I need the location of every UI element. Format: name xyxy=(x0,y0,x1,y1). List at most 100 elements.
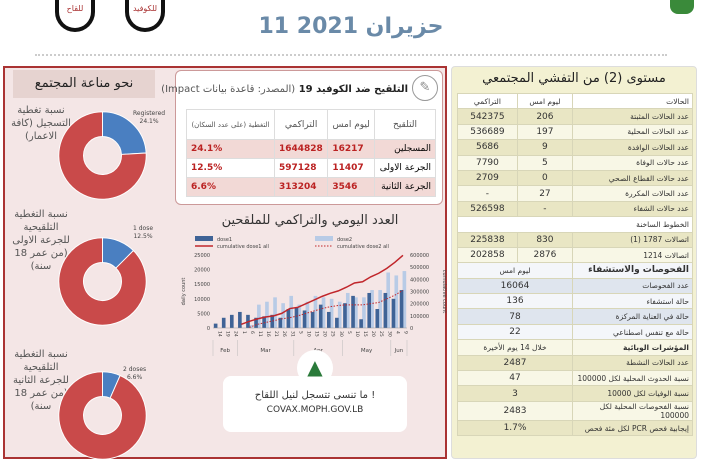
bar-dose1 xyxy=(318,304,323,328)
y2-tick-label: 300000 xyxy=(410,290,429,296)
bar-dose1 xyxy=(221,317,226,328)
bar-dose1 xyxy=(286,309,291,328)
donut-label: نسبة تغطية التسجيل (كافة الاعمار) xyxy=(11,105,71,142)
y2-tick-label: 100000 xyxy=(410,314,429,320)
bar-dose1 xyxy=(262,316,266,328)
vaccination-table: التلقيح ليوم امس التراكمي التغطية (على عدد … xyxy=(186,109,436,197)
y-tick-label: 0 xyxy=(207,326,210,332)
table-row: عدد حالات الوفاة 5 7790 xyxy=(457,154,693,171)
x-tick-label: 24 xyxy=(233,331,239,337)
bar-dose1 xyxy=(391,298,396,328)
vaccination-chart: dose1 dose2 cumulative dose1 all cumulative… xyxy=(181,236,447,356)
month-label: May xyxy=(361,348,373,354)
legend-label-cum2: cumulative dose2 all xyxy=(337,244,389,250)
donut-slice-label: 1 dose 12.5% xyxy=(133,225,154,240)
covax-url[interactable]: COVAX.MOPH.GOV.LB xyxy=(266,405,364,415)
y-tick-label: 15000 xyxy=(194,282,210,288)
x-tick-label: 26 xyxy=(281,331,287,337)
x-tick-label: 15 xyxy=(314,331,320,337)
chart-title: العدد اليومي والتراكمي للملقحين xyxy=(221,213,399,228)
bar-dose1 xyxy=(326,311,331,328)
legend-label-dose1: dose1 xyxy=(217,237,232,243)
x-tick-label: 10 xyxy=(305,331,311,337)
bar-dose2 xyxy=(321,297,326,328)
outbreak-panel: مستوى (2) من التفشي المجتمعي الحالات ليوم… xyxy=(451,66,697,459)
donut-label: نسبة التغطية التلقيحية للجرعة الثانية (م… xyxy=(13,349,69,412)
bar-dose1 xyxy=(375,309,380,328)
covax-banner[interactable]: ▲ ما تنسى تتسجل لنيل اللقاح ! COVAX.MOPH… xyxy=(223,350,407,432)
legend-label-cum1: cumulative dose1 all xyxy=(217,244,269,250)
bar-dose2 xyxy=(313,295,318,328)
report-date: 11 حزيران 2021 xyxy=(258,14,444,39)
bubble-label: للكوفيد xyxy=(132,4,158,13)
x-tick-label: 5 xyxy=(346,331,352,334)
bar-dose1 xyxy=(399,290,404,328)
bar-dose2 xyxy=(281,303,285,328)
table-row: عدد الحالات المثبتة 206 542375 xyxy=(457,108,693,125)
bar-dose2 xyxy=(329,298,334,328)
x-tick-label: 6 xyxy=(249,331,255,334)
bubble-label: للقاح xyxy=(66,4,84,13)
y2-tick-label: 500000 xyxy=(410,265,429,271)
month-label: Mar xyxy=(260,348,271,354)
x-tick-label: 21 xyxy=(273,331,279,337)
bar-dose1 xyxy=(351,295,355,328)
table-row: نسبة الوفيات لكل 10000 3 xyxy=(457,385,693,402)
bar-dose2 xyxy=(362,297,366,328)
donut-slice-covered xyxy=(102,111,147,155)
table-row: عدد الحالات النشطة 2487 xyxy=(457,354,693,372)
table-row: عدد الفحوصات 16064 xyxy=(457,277,693,295)
y2-axis-label: cumulative count xyxy=(441,270,447,314)
bar-dose2 xyxy=(370,290,374,328)
y2-tick-label: 0 xyxy=(410,326,413,332)
y2-tick-label: 600000 xyxy=(410,253,429,259)
covid-counter-bubble: للكوفيد xyxy=(125,0,165,32)
bar-dose1 xyxy=(383,292,388,328)
bar-dose1 xyxy=(254,317,258,328)
bar-dose2 xyxy=(378,290,382,328)
outbreak-title: مستوى (2) من التفشي المجتمعي xyxy=(482,71,666,86)
y2-tick-label: 200000 xyxy=(410,302,429,308)
bar-dose2 xyxy=(337,301,342,328)
donut-slice-remaining xyxy=(58,371,147,460)
bar-dose2 xyxy=(402,271,407,328)
second-dose-donut xyxy=(58,371,147,460)
y-tick-label: 5000 xyxy=(197,311,210,317)
donut-slice-label: Registered 24.1% xyxy=(133,110,166,125)
donut-slice-label: 2 doses 6.6% xyxy=(123,366,147,381)
legend-label-dose2: dose2 xyxy=(337,237,352,243)
table-row: نسبة الفحوصات المحلية لكل 100000 2483 xyxy=(457,400,693,421)
vaccination-summary-box: ✎ التلقيح ضد الكوفيد 19 (المصدر: قاعدة ب… xyxy=(161,70,443,205)
section-header: الفحوصات والاستشفاء ليوم امس xyxy=(457,262,693,279)
herd-immunity-title: نحو مناعة المجتمع xyxy=(13,70,155,98)
donut-slice-remaining xyxy=(58,237,147,326)
x-tick-label: 16 xyxy=(265,331,271,337)
bar-dose1 xyxy=(302,310,307,328)
bar-dose1 xyxy=(270,314,275,328)
cedar-icon: ▲ xyxy=(297,350,333,386)
x-tick-label: 19 xyxy=(225,331,231,337)
x-tick-label: 9 xyxy=(402,331,408,334)
vaccination-title: التلقيح ضد الكوفيد 19 (المصدر: قاعدة بيا… xyxy=(161,84,408,95)
x-tick-label: 25 xyxy=(378,331,384,337)
line-cumulative-dose1 xyxy=(241,254,404,326)
donut-slice-remaining xyxy=(58,111,147,200)
x-tick-label: 15 xyxy=(362,331,368,337)
table-row: عدد حالات الشفاء -526598 xyxy=(457,200,693,218)
table-row: حالة في العناية المركزة 78 xyxy=(457,308,693,325)
x-tick-label: 20 xyxy=(322,331,328,337)
x-tick-label: 14 xyxy=(217,331,223,337)
registered-donut xyxy=(58,111,147,200)
table-row: المسجلين 16217 1644828 24.1% xyxy=(186,139,436,159)
legend-swatch-dose1 xyxy=(195,236,213,241)
header: للقاح للكوفيد 11 حزيران 2021 xyxy=(0,0,702,60)
syringe-icon: ✎ xyxy=(412,75,438,101)
bar-dose2 xyxy=(345,292,350,328)
bar-dose1 xyxy=(238,311,242,328)
table-header: الحالات ليوم امس التراكمي xyxy=(457,92,693,110)
bar-dose2 xyxy=(257,304,261,328)
bar-dose1 xyxy=(213,323,218,328)
table-row: حالة استشفاء 136 xyxy=(457,293,693,310)
bar-dose1 xyxy=(343,303,347,328)
bar-dose2 xyxy=(297,304,302,328)
